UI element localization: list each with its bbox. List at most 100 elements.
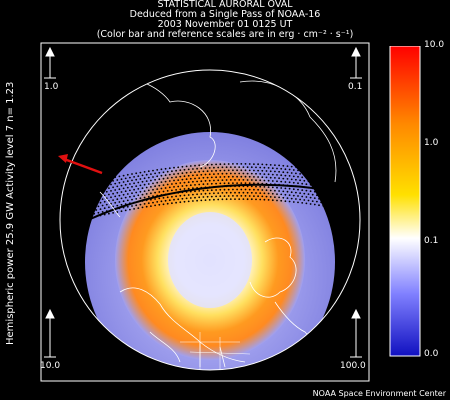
swath-dot xyxy=(248,163,251,165)
title-line-3: 2003 November 01 0125 UT xyxy=(157,19,293,30)
swath-dot xyxy=(206,176,209,179)
swath-dot xyxy=(334,187,337,190)
swath-dot xyxy=(185,197,188,200)
scale-bottom-left: 10.0 xyxy=(40,361,61,371)
swath-dot xyxy=(311,200,314,203)
swath-dot xyxy=(297,201,299,204)
swath-dot xyxy=(324,202,327,204)
swath-dot xyxy=(250,166,253,169)
swath-dot xyxy=(278,164,280,167)
swath-dot xyxy=(208,179,211,182)
swath-dot xyxy=(181,197,184,200)
swath-dot xyxy=(276,199,278,202)
swath-dot xyxy=(276,180,278,183)
swath-dot xyxy=(263,198,266,201)
swath-dot xyxy=(95,183,98,186)
swath-dot xyxy=(313,178,316,180)
swath-dot xyxy=(309,203,312,205)
swath-dot xyxy=(143,183,146,186)
swath-dot xyxy=(112,192,114,195)
swath-dot xyxy=(206,189,209,192)
swath-dot xyxy=(202,196,205,198)
swath-dot xyxy=(292,169,295,171)
swath-dot xyxy=(311,174,314,177)
swath-dot xyxy=(332,177,335,180)
swath-dot xyxy=(124,190,127,193)
swath-dot xyxy=(322,192,325,194)
swath-dot xyxy=(246,191,249,194)
swath-dot xyxy=(280,187,283,189)
swath-dot xyxy=(179,169,182,172)
swath-dot xyxy=(324,176,327,179)
swath-dot xyxy=(305,183,308,186)
swath-dot xyxy=(120,210,123,213)
swath-dot xyxy=(271,180,274,182)
swath-dot xyxy=(276,186,278,189)
swath-dot xyxy=(244,163,247,165)
swath-dot xyxy=(301,195,304,198)
swath-dot xyxy=(124,196,127,199)
swath-dot xyxy=(162,203,165,206)
swath-dot xyxy=(297,195,299,197)
swath-dot xyxy=(229,198,232,201)
swath-dot xyxy=(248,175,251,178)
swath-dot xyxy=(301,189,304,192)
swath-dot xyxy=(253,163,255,165)
swath-dot xyxy=(181,185,184,187)
swath-dot xyxy=(263,179,266,182)
swath-dot xyxy=(246,166,249,169)
swath-dot xyxy=(181,165,184,168)
swath-dot xyxy=(305,189,308,192)
swath-dot xyxy=(158,203,161,206)
swath-dot xyxy=(175,201,178,204)
swath-dot xyxy=(286,190,289,193)
swath-dot xyxy=(326,199,329,202)
swath-dot xyxy=(89,200,91,203)
swath-dot xyxy=(99,182,102,185)
swath-dot xyxy=(299,192,301,195)
swath-dot xyxy=(250,185,253,188)
swath-dot xyxy=(194,177,196,180)
swath-dot xyxy=(143,177,146,180)
swath-dot xyxy=(93,193,96,196)
swath-dot xyxy=(269,196,272,198)
swath-dot xyxy=(278,177,280,180)
swath-dot xyxy=(259,198,262,201)
swath-dot xyxy=(200,180,203,183)
swath-dot xyxy=(192,174,194,177)
swath-dot xyxy=(225,191,228,194)
swath-dot xyxy=(129,176,131,179)
swath-dot xyxy=(175,189,178,191)
swath-dot xyxy=(330,193,333,196)
swath-dot xyxy=(299,198,301,201)
swath-dot xyxy=(236,188,239,191)
swath-dot xyxy=(238,179,241,181)
swath-dot xyxy=(274,189,276,192)
swath-dot xyxy=(89,181,91,184)
swath-dot xyxy=(227,182,230,185)
swath-dot xyxy=(309,196,312,199)
swath-dot xyxy=(232,188,234,191)
swath-dot xyxy=(91,197,93,200)
swath-dot xyxy=(129,183,131,185)
swath-dot xyxy=(160,168,163,171)
swath-dot xyxy=(229,172,232,175)
swath-dot xyxy=(185,178,188,181)
swath-dot xyxy=(133,195,135,198)
swath-dot xyxy=(328,196,331,199)
swath-dot xyxy=(154,198,156,200)
swath-dot xyxy=(295,191,297,194)
swath-dot xyxy=(152,169,154,172)
swath-dot xyxy=(225,172,228,175)
swath-dot xyxy=(103,188,106,190)
swath-dot xyxy=(202,170,205,173)
swath-dot xyxy=(288,200,291,203)
swath-dot xyxy=(93,187,96,190)
swath-dot xyxy=(320,195,322,197)
swath-dot xyxy=(334,194,337,197)
swath-dot xyxy=(301,182,304,185)
swath-dot xyxy=(217,198,220,201)
swath-dot xyxy=(215,163,218,166)
swath-dot xyxy=(223,195,226,198)
swath-dot xyxy=(91,210,93,212)
